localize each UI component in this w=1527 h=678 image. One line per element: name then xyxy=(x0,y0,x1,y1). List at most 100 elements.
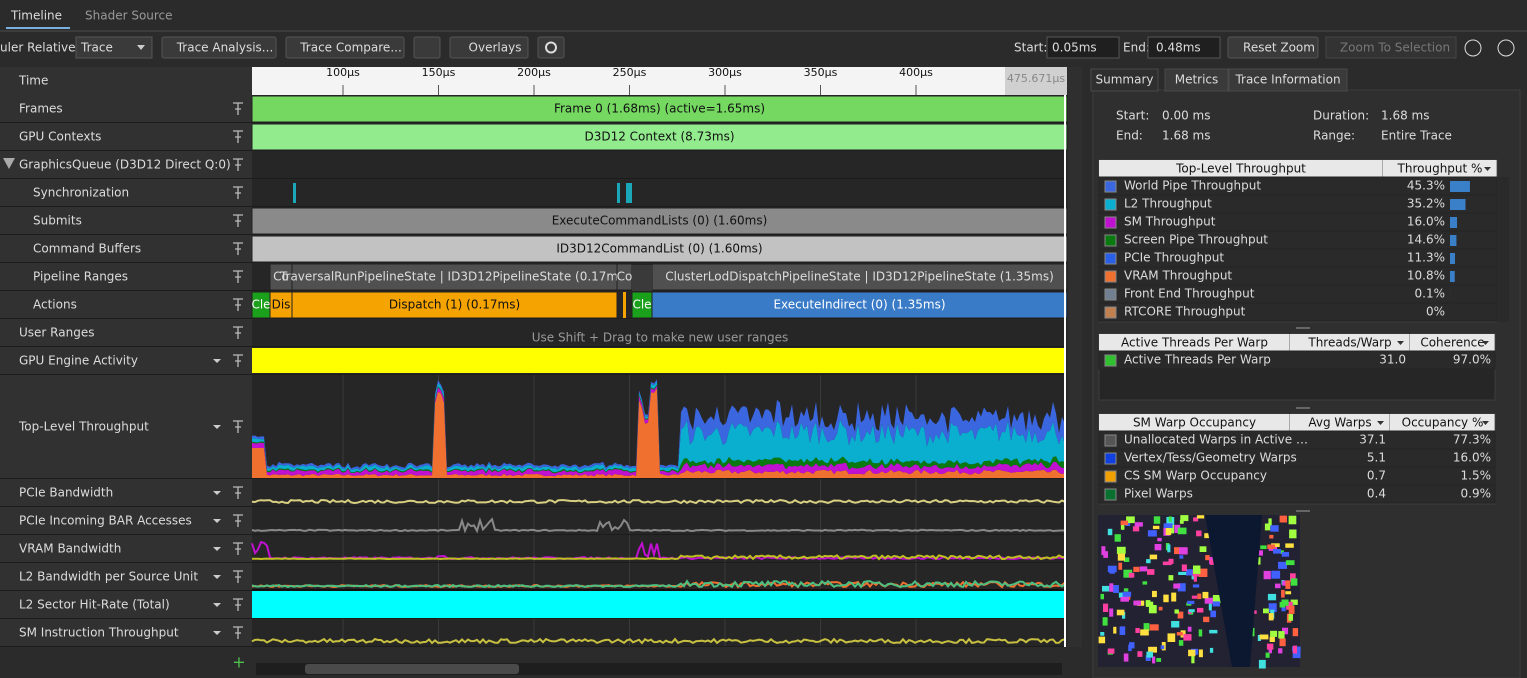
thumbnail-pixel xyxy=(1124,557,1130,562)
thumbnail-pixel xyxy=(1271,570,1281,579)
pin-icon[interactable] xyxy=(233,102,243,115)
thumbnail-pixel xyxy=(1149,554,1158,560)
thumbnail-pixel xyxy=(1113,626,1117,634)
metric-line xyxy=(251,637,1066,645)
start-value[interactable]: 0.05ms xyxy=(1052,41,1097,55)
row-dropdown[interactable] xyxy=(213,575,221,579)
row-name: Screen Pipe Throughput xyxy=(1124,233,1268,247)
pin-icon[interactable] xyxy=(233,514,243,527)
thumbnail-pixel xyxy=(1103,551,1108,558)
grid-line xyxy=(915,375,917,647)
zoom-out[interactable] xyxy=(1497,39,1515,57)
zoom-selection-button[interactable]: Zoom To Selection xyxy=(1340,41,1450,55)
pin-icon[interactable] xyxy=(233,354,243,367)
grid-line xyxy=(533,375,535,647)
thumbnail-pixel xyxy=(1100,632,1105,636)
action-label: Cle xyxy=(632,298,651,312)
thumbnail-pixel xyxy=(1178,571,1187,575)
row-label: User Ranges xyxy=(19,326,94,340)
trace-analysis-button[interactable]: Trace Analysis... xyxy=(176,41,274,55)
panel-tab-label[interactable]: Summary xyxy=(1096,73,1154,87)
row-dropdown[interactable] xyxy=(213,547,221,551)
legend-swatch xyxy=(1104,270,1117,283)
thumbnail-pixel xyxy=(1259,634,1269,640)
thumbnail-pixel xyxy=(1193,517,1199,522)
pin-icon[interactable] xyxy=(233,270,243,283)
submit-bar-label: ExecuteCommandLists (0) (1.60ms) xyxy=(552,214,768,228)
thumbnail-pixel xyxy=(1126,516,1135,524)
grid-line xyxy=(438,375,439,647)
pin-icon[interactable] xyxy=(233,158,243,171)
zoom-in[interactable] xyxy=(1464,39,1482,57)
thumbnail-pixel xyxy=(1197,593,1202,600)
column-header: Top-Level Throughput xyxy=(1175,162,1306,176)
thumbnail-pixel xyxy=(1288,605,1295,614)
thumbnail-pixel xyxy=(1180,630,1186,638)
legend-swatch xyxy=(1104,288,1117,301)
row-value: 45.3% xyxy=(1407,179,1445,193)
thumbnail-pixel xyxy=(1290,599,1298,605)
thumbnail-pixel xyxy=(1109,583,1114,592)
thumbnail-pixel xyxy=(1210,610,1216,618)
panel-tab-label[interactable]: Trace Information xyxy=(1234,73,1340,87)
thumbnail-pixel xyxy=(1102,617,1108,626)
thumbnail-pixel xyxy=(1290,573,1296,582)
tab[interactable]: Timeline xyxy=(10,9,62,23)
row-dropdown[interactable] xyxy=(213,603,221,607)
ruler-value[interactable]: Trace xyxy=(80,41,113,55)
pin-icon[interactable] xyxy=(233,326,243,339)
row-value: 31.0 xyxy=(1379,353,1406,367)
thumbnail-pixel xyxy=(1133,600,1141,606)
pin-icon[interactable] xyxy=(233,598,243,611)
pin-icon[interactable] xyxy=(233,130,243,143)
thumbnail-pixel xyxy=(1122,611,1126,619)
row-dropdown[interactable] xyxy=(213,491,221,495)
thumbnail-pixel xyxy=(1160,645,1165,650)
pipeline-range xyxy=(651,263,1068,291)
ruler-tick xyxy=(533,85,535,95)
thumbnail-pixel xyxy=(1120,520,1128,526)
pin-icon[interactable] xyxy=(233,186,243,199)
thumbnail-pixel xyxy=(1174,524,1181,533)
thumbnail-pixel xyxy=(1268,603,1277,613)
thumbnail-pixel xyxy=(1133,566,1140,572)
thumbnail-pixel xyxy=(1140,629,1149,636)
ruler-tick xyxy=(915,85,917,95)
row-dropdown[interactable] xyxy=(213,631,221,635)
trace-compare-button[interactable]: Trace Compare... xyxy=(299,41,402,55)
end-value[interactable]: 0.48ms xyxy=(1156,41,1201,55)
sort-arrow xyxy=(1377,421,1384,425)
row-value: 1.5% xyxy=(1461,469,1492,483)
pin-icon[interactable] xyxy=(233,298,243,311)
pin-icon[interactable] xyxy=(233,626,243,639)
gear-icon xyxy=(545,41,557,54)
ruler-tick-label: 350µs xyxy=(804,66,838,79)
tab[interactable]: Shader Source xyxy=(85,9,173,23)
thumbnail-pixel xyxy=(1275,583,1281,589)
panel-tab-label[interactable]: Metrics xyxy=(1175,73,1219,87)
row-label: Time xyxy=(18,74,48,88)
pin-icon[interactable] xyxy=(233,486,243,499)
row-dropdown[interactable] xyxy=(213,425,221,429)
row-name: Unallocated Warps in Active … xyxy=(1124,433,1308,447)
pin-icon[interactable] xyxy=(233,242,243,255)
row-name: SM Throughput xyxy=(1124,215,1216,229)
thumbnail-pixel xyxy=(1117,553,1125,561)
row-dropdown[interactable] xyxy=(213,519,221,523)
thumbnail-pixel xyxy=(1292,628,1299,637)
pin-icon[interactable] xyxy=(233,570,243,583)
column-header: Threads/Warp xyxy=(1307,336,1391,350)
thumbnail-pixel xyxy=(1281,606,1286,612)
thumbnail-pixel xyxy=(1123,569,1133,578)
reset-zoom-button[interactable]: Reset Zoom xyxy=(1243,41,1315,55)
row-label[interactable]: GraphicsQueue (D3D12 Direct Q:0) xyxy=(19,158,231,172)
row-value: 35.2% xyxy=(1407,197,1445,211)
field-label: Range: xyxy=(1313,129,1355,143)
row-dropdown[interactable] xyxy=(213,359,221,363)
overlays-button[interactable]: Overlays xyxy=(469,41,522,55)
pin-icon[interactable] xyxy=(233,542,243,555)
pin-icon[interactable] xyxy=(233,214,243,227)
pin-icon[interactable] xyxy=(233,420,243,433)
expand-arrow[interactable] xyxy=(3,158,15,169)
